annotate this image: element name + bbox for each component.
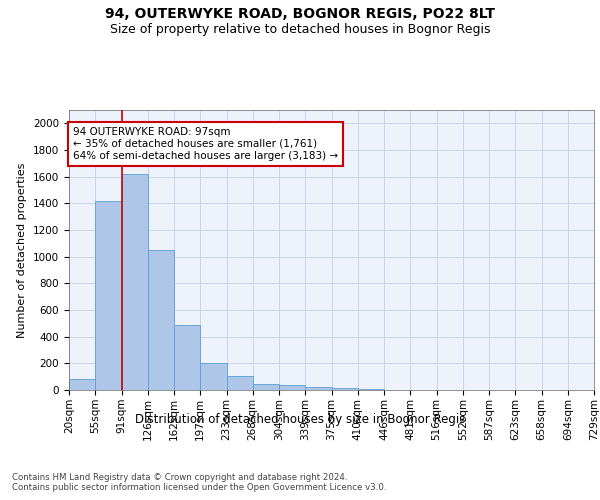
Bar (200, 362, 227, 390)
Bar (148, 250, 174, 390)
Bar (331, 388, 358, 390)
Bar (305, 386, 331, 390)
Text: Contains public sector information licensed under the Open Government Licence v3: Contains public sector information licen… (12, 484, 386, 492)
Bar (69, 380, 95, 390)
Text: Contains HM Land Registry data © Crown copyright and database right 2024.: Contains HM Land Registry data © Crown c… (12, 472, 347, 482)
Bar (279, 386, 305, 390)
Text: Size of property relative to detached houses in Bognor Regis: Size of property relative to detached ho… (110, 22, 490, 36)
Bar (253, 384, 279, 390)
Text: Distribution of detached houses by size in Bognor Regis: Distribution of detached houses by size … (135, 412, 465, 426)
Bar (121, 174, 148, 390)
Y-axis label: Number of detached properties: Number of detached properties (17, 162, 28, 338)
Text: 94, OUTERWYKE ROAD, BOGNOR REGIS, PO22 8LT: 94, OUTERWYKE ROAD, BOGNOR REGIS, PO22 8… (105, 8, 495, 22)
Bar (174, 324, 200, 390)
Bar (95, 200, 121, 390)
Bar (227, 376, 253, 390)
Text: 94 OUTERWYKE ROAD: 97sqm
← 35% of detached houses are smaller (1,761)
64% of sem: 94 OUTERWYKE ROAD: 97sqm ← 35% of detach… (73, 128, 338, 160)
